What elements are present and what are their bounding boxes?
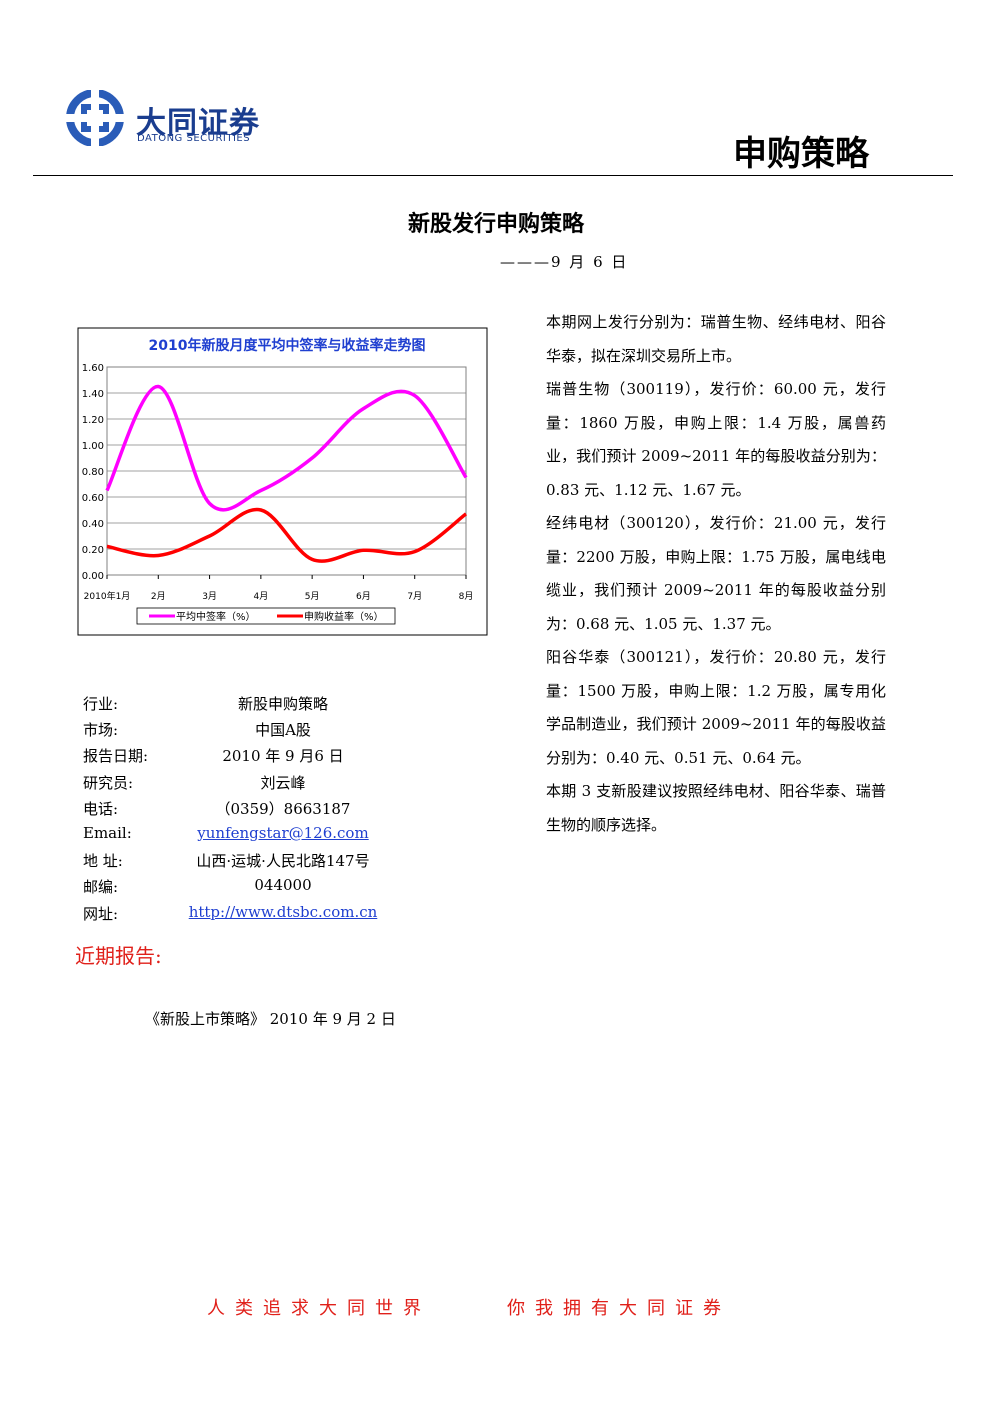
y-tick-label: 0.00 [82,571,104,582]
logo-subtext: DATONG SECURITIES [137,133,251,144]
series-line [106,507,468,563]
paragraph: 本期网上发行分别为：瑞普生物、经纬电材、阳谷华泰，拟在深圳交易所上市。 [546,313,886,365]
y-tick-label: 0.60 [82,493,104,504]
info-value: 044000 [254,876,312,895]
y-tick-label: 0.80 [82,467,104,478]
info-label: 邮编: [83,878,119,897]
y-tick-label: 1.60 [82,363,104,374]
info-label: 地 址: [83,852,123,871]
info-value: 刘云峰 [260,773,306,792]
info-value: （0359）8663187 [215,799,351,818]
chart-title: 2010年新股月度平均中签率与收益率走势图 [149,337,426,354]
recent-item: 《新股上市策略》 2010 年 9 月 2 日 [145,1010,396,1028]
doc-title: 新股发行申购策略 [407,211,584,237]
doc-date: ———9 月 6 日 [500,253,629,271]
logo-text: 大同证券 [136,106,260,141]
info-label: 研究员: [83,773,134,792]
x-tick-label: 2010年1月 [84,590,131,602]
info-value: 中国A股 [255,721,311,740]
x-tick-label: 6月 [356,591,371,602]
section-title: 申购策略 [733,134,869,174]
info-value: http://www.dtsbc.com.cn [188,902,378,921]
paragraph: 本期 3 支新股建议按照经纬电材、阳谷华泰、瑞普生物的顺序选择。 [546,782,886,834]
x-tick-label: 3月 [202,591,217,602]
info-label: 报告日期: [83,747,149,766]
y-tick-label: 1.40 [82,389,104,400]
series-line [105,384,468,512]
header-rule [33,175,953,176]
x-tick-label: 8月 [459,591,474,602]
info-label: Email: [83,823,132,842]
logo-icon [64,90,126,146]
info-value: yunfengstar@126.com [197,823,369,842]
paragraph: 阳谷华泰（300121），发行价：20.80 元，发行量：1500 万股，申购上… [546,648,886,767]
footer-slogan: 你我拥有大同证券 [507,1298,731,1319]
info-label: 市场: [83,721,119,740]
y-tick-label: 0.40 [82,519,104,530]
chart: 2010年新股月度平均中签率与收益率走势图 0.00 0.20 0.40 0.60 0.… [77,327,488,636]
info-label: 电话: [83,799,119,818]
body-text: 本期网上发行分别为：瑞普生物、经纬电材、阳谷华泰，拟在深圳交易所上市。瑞普生物（… [546,306,886,842]
x-tick-label: 4月 [253,591,268,602]
x-tick-label: 5月 [305,591,320,602]
recent-heading: 近期报告: [75,944,162,968]
info-label: 行业: [83,695,119,713]
paragraph: 瑞普生物（300119），发行价：60.00 元，发行量：1860 万股，申购上… [546,380,886,499]
y-tick-label: 0.20 [82,545,104,556]
info-value: 新股申购策略 [237,695,328,713]
paragraph: 经纬电材（300120），发行价：21.00 元，发行量：2200 万股，申购上… [546,514,886,633]
info-label: 网址: [83,904,119,923]
y-tick-label: 1.00 [82,441,104,452]
info-value: 2010 年 9 月6 日 [222,747,344,766]
x-tick-label: 7月 [407,591,422,602]
y-tick-label: 1.20 [82,415,104,426]
x-tick-label: 2月 [151,591,166,602]
legend-label: 申购收益率（%） [304,610,384,623]
info-value: 山西·运城·人民北路147号 [196,852,370,871]
legend-label: 平均中签率（%） [176,610,256,623]
footer-slogan: 人类追求大同世界 [207,1298,431,1319]
legend-box [136,607,396,625]
